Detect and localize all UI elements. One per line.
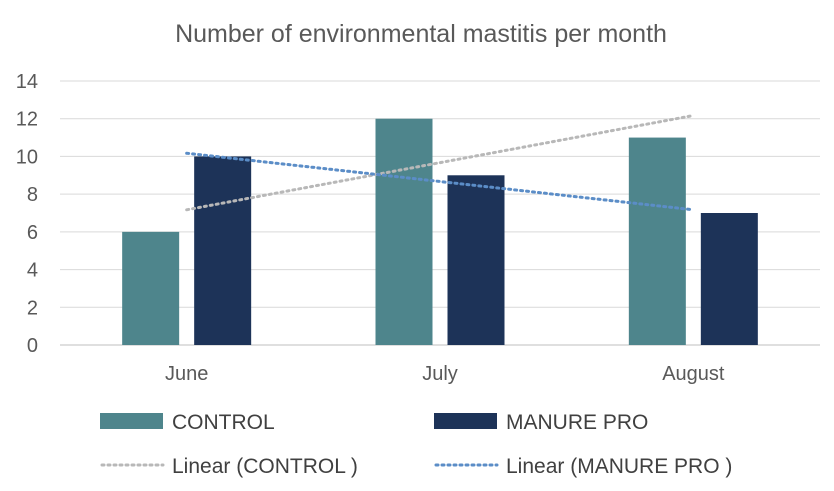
legend: CONTROL MANURE PRO Linear (CONTROL ) Linear… <box>100 411 732 478</box>
legend-label: CONTROL <box>172 411 275 434</box>
y-axis-ticks: 0 2 4 6 8 10 12 14 <box>16 71 38 357</box>
chart-title: Number of environmental mastitis per mon… <box>175 20 667 48</box>
x-tick-label: August <box>662 363 725 385</box>
x-tick-label: July <box>422 363 458 385</box>
trendline <box>185 151 695 212</box>
y-tick-label: 10 <box>16 146 38 168</box>
gridlines <box>60 80 820 346</box>
y-tick-label: 0 <box>27 335 38 357</box>
y-tick-label: 14 <box>16 71 38 93</box>
bar-control <box>375 118 433 345</box>
legend-swatch <box>434 413 497 429</box>
bar-manure-pro <box>447 175 505 345</box>
bar-control <box>628 137 686 345</box>
y-tick-label: 8 <box>27 184 38 206</box>
legend-label: MANURE PRO <box>506 411 648 434</box>
x-axis-ticks: June July August <box>165 363 725 385</box>
bar-manure-pro <box>700 213 758 345</box>
trendline <box>185 114 695 212</box>
trendlines <box>185 114 695 212</box>
y-tick-label: 4 <box>27 260 38 282</box>
x-tick-label: June <box>165 363 208 385</box>
legend-swatch <box>100 413 163 429</box>
bar-manure-pro <box>194 156 252 345</box>
legend-label: Linear (MANURE PRO ) <box>506 455 732 478</box>
y-tick-label: 6 <box>27 222 38 244</box>
legend-item-linear-manure-pro: Linear (MANURE PRO ) <box>434 455 732 478</box>
y-tick-label: 2 <box>27 297 38 319</box>
legend-item-linear-control: Linear (CONTROL ) <box>100 455 358 478</box>
legend-label: Linear (CONTROL ) <box>172 455 358 478</box>
legend-item-control: CONTROL <box>100 411 275 434</box>
bar-control <box>122 231 180 345</box>
bars <box>122 118 758 345</box>
legend-item-manure-pro: MANURE PRO <box>434 411 648 434</box>
y-tick-label: 12 <box>16 109 38 131</box>
